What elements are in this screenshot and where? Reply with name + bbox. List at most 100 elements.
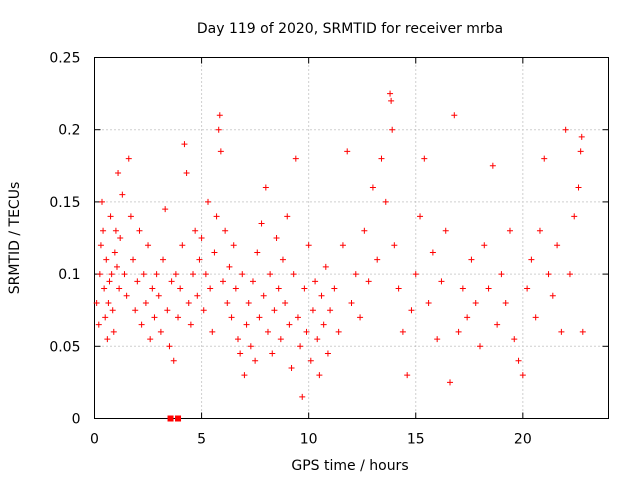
data-point bbox=[175, 314, 182, 321]
data-point bbox=[451, 112, 458, 119]
data-point bbox=[226, 263, 233, 270]
data-point bbox=[320, 321, 327, 328]
data-point bbox=[290, 271, 297, 278]
data-point bbox=[101, 285, 108, 292]
data-point bbox=[344, 148, 351, 155]
data-point bbox=[247, 343, 254, 350]
data-point bbox=[481, 242, 488, 249]
data-point bbox=[277, 336, 284, 343]
data-point bbox=[112, 227, 119, 234]
data-point bbox=[147, 336, 154, 343]
data-point bbox=[220, 278, 226, 285]
data-point bbox=[519, 372, 526, 379]
data-point bbox=[455, 328, 462, 335]
data-markers bbox=[93, 90, 586, 422]
data-point bbox=[417, 213, 424, 220]
data-point bbox=[489, 162, 496, 169]
data-point bbox=[365, 278, 372, 285]
data-point bbox=[258, 220, 265, 227]
data-point bbox=[389, 126, 396, 133]
data-point bbox=[571, 213, 578, 220]
y-tick-label: 0.1 bbox=[58, 267, 80, 283]
data-point bbox=[117, 235, 124, 241]
data-point bbox=[177, 285, 184, 292]
data-point bbox=[192, 227, 199, 234]
data-point bbox=[541, 155, 548, 162]
y-tick-label: 0 bbox=[72, 412, 81, 428]
y-axis-label: SRMTID / TECUs bbox=[7, 182, 23, 295]
data-point bbox=[324, 350, 331, 357]
data-point bbox=[459, 285, 466, 292]
data-point bbox=[207, 285, 214, 292]
data-point bbox=[239, 271, 246, 278]
x-tick-label: 5 bbox=[197, 432, 206, 448]
data-point bbox=[232, 285, 239, 292]
data-point bbox=[216, 112, 223, 119]
data-point bbox=[136, 227, 143, 234]
data-point bbox=[318, 292, 325, 299]
data-point bbox=[98, 198, 105, 205]
data-point bbox=[108, 271, 115, 278]
data-point bbox=[307, 357, 314, 364]
data-point bbox=[134, 278, 141, 285]
data-point bbox=[149, 285, 156, 292]
data-point bbox=[382, 198, 389, 205]
data-point bbox=[388, 97, 395, 104]
data-point bbox=[252, 357, 259, 364]
plot-frame bbox=[94, 57, 609, 419]
data-point bbox=[153, 271, 160, 278]
data-point bbox=[162, 206, 169, 213]
data-point bbox=[132, 307, 139, 314]
data-point bbox=[322, 263, 329, 270]
data-point bbox=[113, 263, 120, 270]
data-point bbox=[425, 299, 432, 306]
data-point bbox=[528, 256, 535, 263]
data-point bbox=[378, 155, 385, 162]
data-point bbox=[102, 314, 109, 321]
x-axis-label: GPS time / hours bbox=[291, 458, 408, 474]
data-point bbox=[284, 213, 291, 220]
data-point bbox=[387, 90, 394, 97]
x-tick-label: 10 bbox=[300, 432, 318, 448]
data-point bbox=[224, 299, 231, 306]
data-point bbox=[254, 249, 261, 256]
data-point bbox=[292, 155, 299, 162]
data-point bbox=[198, 235, 205, 241]
data-point bbox=[275, 285, 282, 292]
data-point bbox=[111, 249, 118, 256]
data-point bbox=[145, 242, 152, 249]
data-point bbox=[536, 227, 543, 234]
data-point bbox=[502, 299, 509, 306]
y-tick-label: 0.05 bbox=[49, 339, 80, 355]
data-point bbox=[138, 321, 145, 328]
data-point bbox=[399, 328, 406, 335]
data-point bbox=[168, 278, 175, 285]
data-point-zero bbox=[167, 415, 174, 422]
x-tick-label: 15 bbox=[407, 432, 425, 448]
data-point bbox=[155, 292, 162, 299]
data-point bbox=[202, 271, 209, 278]
data-point bbox=[279, 256, 286, 263]
data-point bbox=[228, 314, 235, 321]
data-point bbox=[515, 357, 522, 364]
data-point bbox=[183, 170, 190, 177]
data-point bbox=[217, 148, 224, 155]
data-point bbox=[151, 314, 158, 321]
data-point bbox=[288, 364, 295, 371]
data-point bbox=[93, 299, 100, 306]
data-point bbox=[498, 271, 505, 278]
data-point bbox=[421, 155, 428, 162]
data-point bbox=[172, 271, 179, 278]
data-point bbox=[472, 299, 479, 306]
data-point bbox=[256, 314, 263, 321]
data-point bbox=[271, 307, 278, 314]
data-point bbox=[575, 184, 582, 191]
data-point bbox=[361, 227, 368, 234]
data-point bbox=[566, 271, 573, 278]
data-point bbox=[299, 393, 306, 400]
data-point bbox=[577, 148, 584, 155]
data-point bbox=[464, 314, 471, 321]
data-point-zero bbox=[175, 415, 182, 422]
data-point bbox=[249, 278, 256, 285]
